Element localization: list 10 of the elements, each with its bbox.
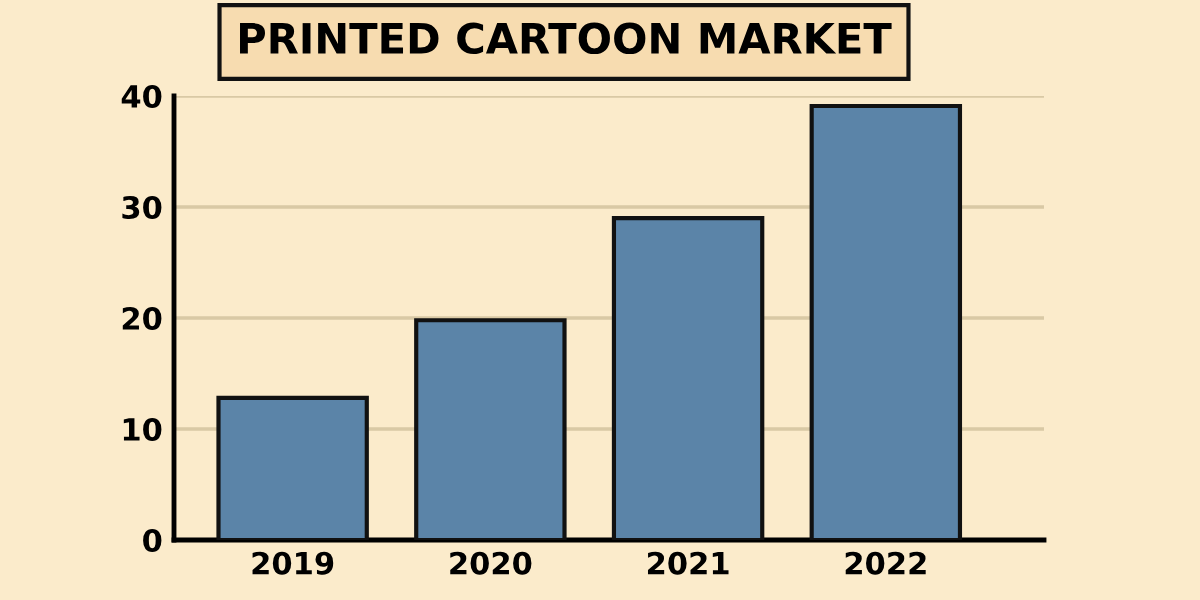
x-tick-label: 2019: [252, 551, 334, 575]
x-tick-label: 2020: [450, 551, 532, 575]
y-tick-label: 30: [122, 195, 162, 220]
x-tick-label: 2022: [845, 551, 926, 575]
chart-title: PRINTED CARTOON MARKET: [240, 22, 892, 55]
y-tick-label: 20: [122, 306, 162, 331]
y-tick-label: 0: [143, 528, 162, 553]
x-tick-label: 2021: [647, 551, 729, 575]
y-tick-label: 10: [123, 417, 162, 442]
y-tick-label: 40: [121, 84, 162, 109]
